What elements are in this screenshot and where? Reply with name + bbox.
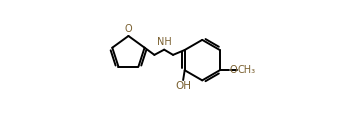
Text: NH: NH — [157, 37, 171, 47]
Text: CH₃: CH₃ — [238, 65, 256, 75]
Text: OH: OH — [175, 81, 191, 91]
Text: O: O — [229, 65, 237, 75]
Text: O: O — [125, 24, 132, 34]
